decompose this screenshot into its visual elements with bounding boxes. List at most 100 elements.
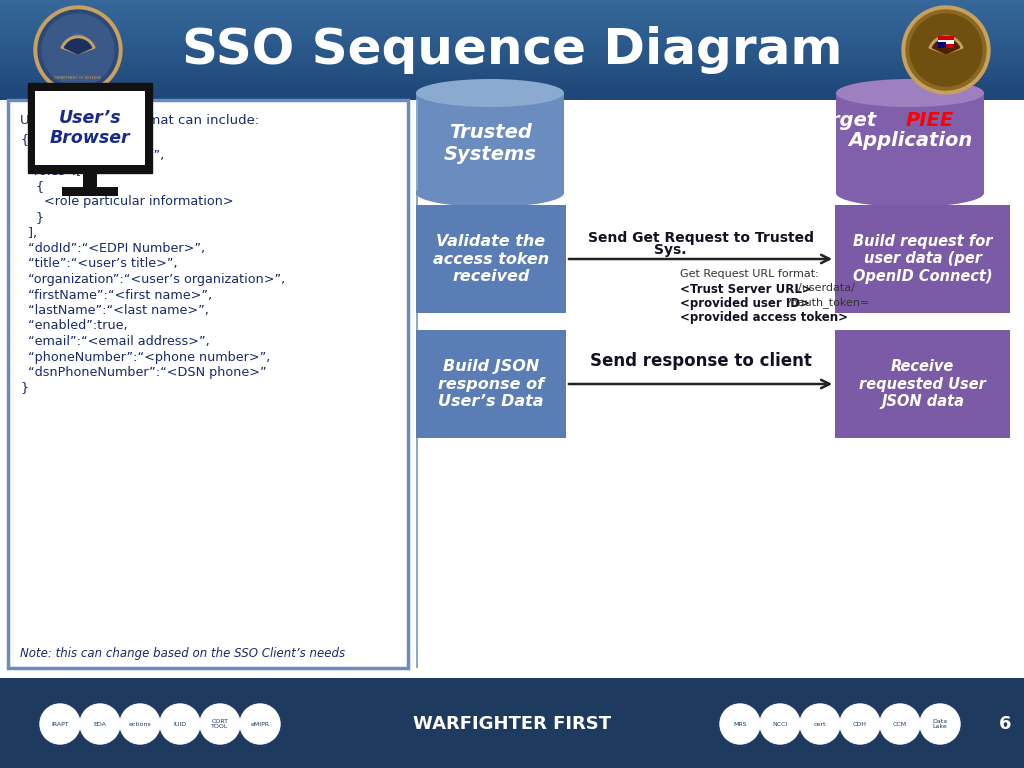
Text: “dsnPhoneNumber”:“<DSN phone>”: “dsnPhoneNumber”:“<DSN phone>” — [20, 366, 266, 379]
Bar — [0, 5, 1024, 6]
Text: Application: Application — [848, 131, 972, 151]
Bar — [0, 18, 1024, 19]
Ellipse shape — [836, 79, 984, 107]
Bar — [0, 62, 1024, 63]
Bar — [0, 44, 1024, 45]
Text: Build request for
user data (per
OpenID Connect): Build request for user data (per OpenID … — [853, 234, 992, 284]
Bar — [0, 33, 1024, 34]
Circle shape — [800, 704, 840, 744]
Bar — [0, 2, 1024, 3]
Text: “organization”:“<user’s organization>”,: “organization”:“<user’s organization>”, — [20, 273, 286, 286]
Circle shape — [68, 34, 88, 54]
Bar — [0, 89, 1024, 90]
Bar — [835, 330, 1010, 438]
Bar — [0, 70, 1024, 71]
Bar — [0, 60, 1024, 61]
Ellipse shape — [416, 179, 564, 207]
Bar — [0, 20, 1024, 21]
Wedge shape — [933, 39, 959, 54]
Bar — [0, 0, 1024, 1]
Ellipse shape — [416, 79, 564, 107]
Bar — [938, 40, 954, 44]
Bar — [0, 88, 1024, 89]
Bar — [0, 84, 1024, 85]
Circle shape — [34, 6, 122, 94]
Bar — [0, 94, 1024, 95]
Bar — [83, 172, 97, 188]
Text: ?oauth_token=: ?oauth_token= — [785, 297, 869, 308]
Text: <role particular information>: <role particular information> — [20, 196, 233, 208]
Bar — [0, 23, 1024, 24]
Bar — [0, 19, 1024, 20]
Bar — [0, 47, 1024, 48]
Bar — [0, 95, 1024, 96]
Bar — [0, 46, 1024, 47]
Bar — [0, 31, 1024, 32]
Bar — [835, 205, 1010, 313]
Bar — [938, 36, 954, 48]
Circle shape — [200, 704, 240, 744]
Bar — [0, 77, 1024, 78]
Circle shape — [38, 10, 118, 90]
Text: }: } — [20, 382, 28, 395]
Bar — [0, 98, 1024, 99]
Bar — [0, 21, 1024, 22]
Bar — [0, 49, 1024, 50]
Circle shape — [40, 704, 80, 744]
Bar — [0, 81, 1024, 82]
Text: “enabled”:true,: “enabled”:true, — [20, 319, 128, 333]
Text: “firstName”:“<first name>”,: “firstName”:“<first name>”, — [20, 289, 212, 302]
Bar — [0, 42, 1024, 43]
Bar — [0, 15, 1024, 16]
Bar — [0, 99, 1024, 100]
Bar — [0, 38, 1024, 39]
Bar — [0, 29, 1024, 30]
Text: Send Get Request to Trusted: Send Get Request to Trusted — [588, 231, 813, 245]
Bar — [0, 35, 1024, 36]
Text: }: } — [20, 211, 44, 224]
Bar — [0, 75, 1024, 76]
Bar — [0, 76, 1024, 77]
Bar — [0, 3, 1024, 4]
Text: “lastName”:“<last name>”,: “lastName”:“<last name>”, — [20, 304, 209, 317]
Text: MRS: MRS — [733, 721, 746, 727]
Text: eMIPR: eMIPR — [251, 721, 269, 727]
Bar — [0, 36, 1024, 37]
Bar — [0, 13, 1024, 14]
Text: ],: ], — [20, 227, 37, 240]
Bar — [0, 100, 1024, 678]
Bar — [0, 11, 1024, 12]
Bar — [0, 37, 1024, 38]
Wedge shape — [929, 36, 963, 54]
Text: CORT
TOOL: CORT TOOL — [211, 719, 228, 730]
Bar — [0, 69, 1024, 70]
Bar — [0, 67, 1024, 68]
Text: “phoneNumber”:“<phone number>”,: “phoneNumber”:“<phone number>”, — [20, 350, 270, 363]
Text: CCM: CCM — [893, 721, 907, 727]
Text: Trusted
Systems: Trusted Systems — [443, 123, 537, 164]
Bar — [416, 330, 566, 438]
Bar — [416, 93, 564, 193]
Bar — [0, 56, 1024, 57]
Text: “userId”:“<userId>”,: “userId”:“<userId>”, — [20, 149, 164, 162]
Bar — [0, 26, 1024, 27]
Bar — [0, 39, 1024, 40]
Text: <provided user ID>: <provided user ID> — [681, 297, 810, 310]
Bar — [0, 66, 1024, 67]
Bar — [0, 34, 1024, 35]
Bar — [0, 54, 1024, 55]
Text: ections: ections — [129, 721, 152, 727]
Bar — [0, 7, 1024, 8]
Circle shape — [42, 14, 114, 86]
Bar — [0, 92, 1024, 93]
Bar — [0, 6, 1024, 7]
Bar — [0, 78, 1024, 79]
Bar — [0, 55, 1024, 56]
Text: <Trust Server URL>: <Trust Server URL> — [681, 283, 812, 296]
Bar — [0, 40, 1024, 41]
Bar — [0, 12, 1024, 13]
Bar — [0, 24, 1024, 25]
Bar — [0, 73, 1024, 74]
Bar — [416, 100, 418, 668]
Circle shape — [720, 704, 760, 744]
